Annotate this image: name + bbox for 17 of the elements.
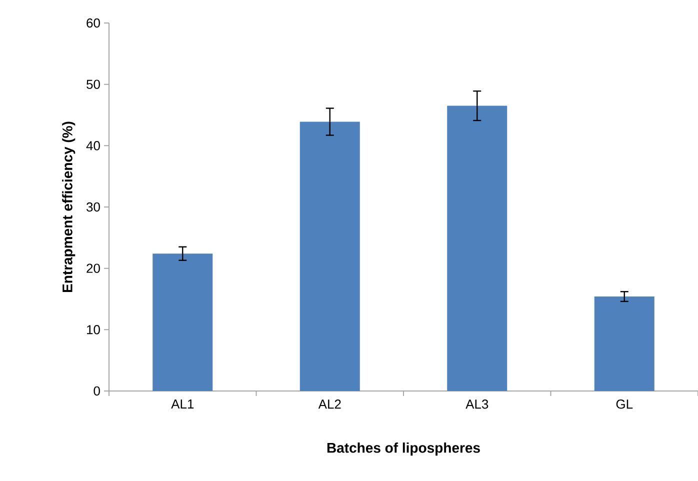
y-tick-label: 60	[86, 18, 100, 28]
y-axis-title: Entrapment efficiency (%)	[62, 122, 76, 292]
y-tick-label: 20	[86, 264, 100, 273]
bar	[447, 106, 508, 391]
x-tick-label: AL1	[171, 400, 194, 408]
x-tick-label: GL	[616, 400, 633, 409]
y-tick-label: 30	[86, 202, 100, 212]
y-tick-label: 40	[86, 141, 100, 150]
bar	[152, 254, 213, 391]
y-tick-label: 0	[94, 386, 100, 396]
y-tick-label: 10	[87, 325, 100, 334]
bar	[594, 296, 654, 391]
x-tick-label: AL2	[318, 400, 341, 409]
x-axis-title: Batches of lipospheres	[327, 442, 480, 456]
y-tick-label: 50	[86, 80, 100, 89]
x-tick-label: AL3	[466, 400, 488, 409]
bar	[300, 122, 360, 391]
